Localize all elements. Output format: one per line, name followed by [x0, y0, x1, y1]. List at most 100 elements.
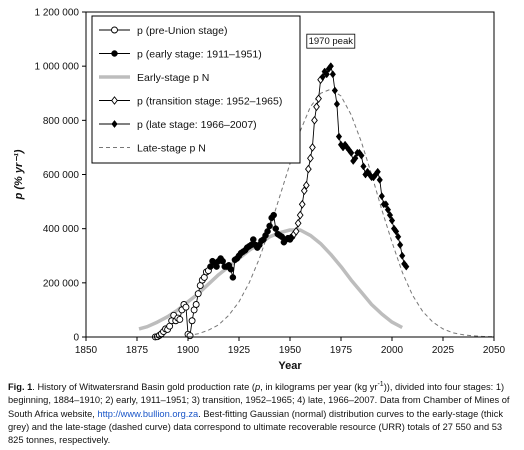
y-tick-label: 600 000	[43, 170, 80, 181]
x-tick-label: 1875	[126, 345, 149, 356]
legend-marker	[111, 50, 118, 57]
series-line	[187, 88, 495, 338]
legend-marker	[111, 26, 118, 34]
legend-marker	[111, 96, 118, 105]
data-point	[266, 222, 273, 230]
data-point	[376, 175, 383, 184]
legend-item-late-stage-p-n: Late-stage p N	[99, 143, 206, 155]
x-tick-label: 1850	[75, 345, 98, 356]
figure-caption: Fig. 1. History of Witwatersrand Basin g…	[8, 378, 518, 447]
data-point	[298, 199, 306, 209]
data-point	[378, 192, 385, 201]
x-axis-ticks: 1850 1875 1900 1925 1950 1975 2000 2025 2050	[75, 337, 506, 356]
data-point	[219, 257, 226, 265]
series-p-late-stage-1966-2007	[319, 62, 410, 271]
series-early-stage-p-n	[138, 228, 404, 331]
y-tick-label: 200 000	[43, 278, 80, 289]
data-point	[374, 167, 381, 176]
y-tick-label: 1 200 000	[35, 8, 80, 19]
data-point	[335, 132, 343, 141]
legend-item-p-late-stage-1966-2007: p (late stage: 1966–2007)	[99, 119, 257, 131]
legend-label: p (early stage: 1911–1951)	[137, 49, 262, 61]
data-point	[270, 211, 277, 219]
data-point	[388, 216, 396, 225]
production-chart: 0 200 000 400 000 600 000 800 000 1 000 000 1 …	[13, 8, 506, 373]
data-point	[194, 290, 202, 298]
data-point	[392, 227, 400, 236]
data-point	[292, 227, 300, 236]
x-axis-label: Year	[278, 360, 302, 372]
peak-annotation-text: 1970 peak	[309, 36, 354, 47]
data-point	[309, 143, 316, 152]
peak-annotation: 1970 peak	[306, 33, 356, 49]
y-axis-label: p (% yr⁻¹)	[13, 149, 25, 200]
data-point	[329, 70, 336, 79]
data-point	[403, 262, 410, 271]
data-point	[186, 332, 194, 340]
y-tick-label: 800 000	[43, 116, 80, 127]
y-tick-label: 400 000	[43, 224, 80, 235]
legend-marker	[111, 119, 118, 129]
data-point	[384, 205, 392, 214]
data-point	[307, 153, 314, 163]
legend-label: p (pre-Union stage)	[137, 25, 227, 37]
data-point	[333, 100, 341, 109]
plot-frame	[85, 11, 495, 338]
data-point	[327, 62, 334, 71]
data-point	[304, 164, 312, 174]
data-point	[188, 317, 196, 325]
data-point	[213, 263, 220, 270]
caption-text-4: . Best-fitting Gaussian (normal) distrib…	[8, 408, 504, 445]
legend-label: Early-stage p N	[137, 72, 209, 84]
caption-superscript: -1	[377, 381, 384, 388]
y-tick-label: 0	[73, 333, 79, 344]
data-point	[352, 154, 359, 163]
legend-item-p-transition-stage-1952-1965: p (transition stage: 1952–1965)	[99, 96, 282, 108]
x-tick-label: 1975	[330, 345, 353, 356]
legend-label: p (transition stage: 1952–1965)	[137, 96, 282, 108]
data-point	[397, 240, 404, 249]
legend-label: p (late stage: 1966–2007)	[137, 119, 257, 131]
y-tick-label: 1 000 000	[35, 62, 80, 73]
x-tick-label: 2000	[381, 345, 404, 356]
data-point	[331, 86, 338, 95]
data-point	[176, 315, 184, 323]
peak-annotation-box	[306, 33, 356, 49]
data-point	[264, 228, 271, 235]
data-point	[382, 200, 389, 209]
data-point	[319, 72, 326, 82]
legend-item-p-early-stage-1911-1951: p (early stage: 1911–1951)	[99, 49, 262, 61]
y-axis-ticks: 0 200 000 400 000 600 000 800 000 1 000 000 1 …	[35, 8, 86, 344]
legend: p (pre-Union stage) p (early stage: 1911–…	[91, 15, 301, 164]
data-point	[300, 186, 308, 196]
series-p-transition-stage-1952-1965	[290, 75, 324, 239]
data-point	[182, 303, 190, 311]
caption-text-3: )), divided into four stages: 1) beginni…	[8, 382, 510, 419]
x-tick-label: 1925	[228, 345, 251, 356]
data-point	[395, 232, 402, 241]
data-point	[386, 211, 394, 220]
data-point	[229, 274, 237, 281]
series-p-pre-union-stage	[151, 267, 212, 341]
x-tick-label: 2050	[483, 345, 506, 356]
data-point	[302, 181, 310, 190]
legend-item-early-stage-p-n: Early-stage p N	[99, 72, 209, 84]
data-point	[360, 162, 367, 171]
data-point	[192, 301, 200, 308]
caption-link[interactable]: http://www.bullion.org.za	[97, 408, 199, 419]
data-point	[294, 218, 302, 228]
series-p-early-stage-1911-1951	[207, 211, 296, 281]
data-point	[313, 102, 320, 112]
data-point	[250, 236, 257, 243]
x-tick-label: 2025	[432, 345, 455, 356]
data-point	[399, 251, 406, 260]
x-tick-label: 1900	[177, 345, 200, 356]
data-point	[315, 94, 322, 104]
caption-p-symbol: p	[255, 382, 261, 393]
series-line	[138, 228, 404, 331]
legend-box	[91, 15, 301, 164]
data-point	[323, 70, 330, 79]
caption-fig-label: Fig. 1	[8, 382, 33, 393]
data-point	[358, 151, 365, 160]
